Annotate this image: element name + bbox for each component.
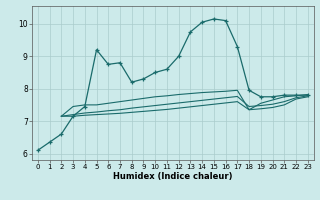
X-axis label: Humidex (Indice chaleur): Humidex (Indice chaleur) <box>113 172 233 181</box>
